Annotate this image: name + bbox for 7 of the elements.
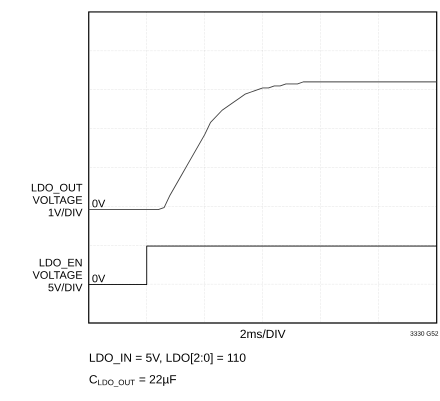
text: LDO_IN = 5V, LDO[2:0] = 110	[90, 353, 246, 364]
series-label: LDO_OUT VOLTAGE 1V/DIV	[32, 184, 82, 216]
text: C$_{LDO_OUT}$ = 22µF	[90, 375, 176, 387]
series-label: LDO_EN VOLTAGE 5V/DIV	[32, 258, 82, 292]
annotation: 0V	[92, 200, 106, 208]
annotation: 0V	[92, 274, 106, 282]
x-axis-title: 2ms/DIV	[240, 329, 286, 338]
